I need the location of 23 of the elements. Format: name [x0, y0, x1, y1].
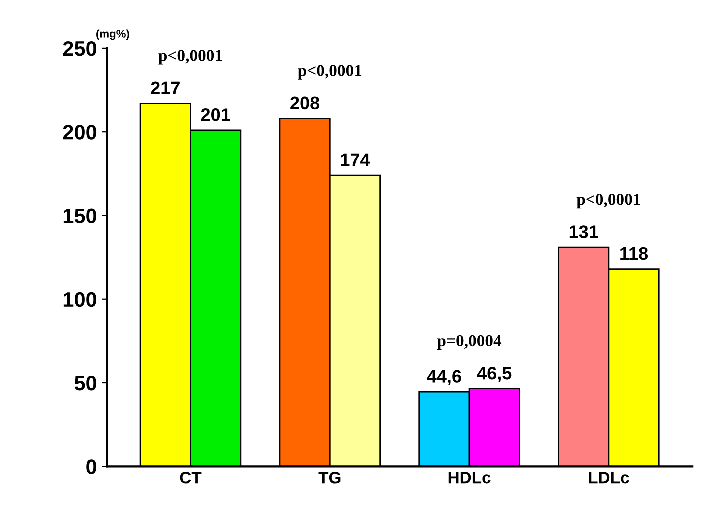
- y-tick-label: 200: [63, 125, 97, 140]
- x-tick-label: LDLc: [589, 472, 630, 484]
- data-label: 174: [341, 154, 370, 166]
- data-label: 217: [151, 82, 180, 94]
- annotation: p=0,0004: [437, 335, 502, 350]
- x-tick-label: TG: [318, 472, 341, 484]
- y-tick-label: 100: [64, 292, 97, 308]
- y-tick-label: 150: [64, 208, 97, 224]
- annotation: p<0,0001: [576, 194, 640, 209]
- data-label: 208: [290, 96, 320, 110]
- y-tick-label: 50: [74, 376, 97, 391]
- annotation: p<0,0001: [158, 50, 222, 65]
- annotation: p<0,0001: [298, 65, 362, 80]
- x-tick-label: CT: [180, 472, 202, 484]
- y-tick-label: 250: [63, 41, 97, 56]
- data-label: 46,5: [477, 366, 512, 382]
- y-tick-label: 0: [86, 460, 97, 474]
- x-tick-label: HDLc: [448, 472, 491, 484]
- data-label: 131: [570, 226, 598, 238]
- data-label: 44,6: [427, 370, 462, 386]
- data-label: 201: [201, 108, 230, 122]
- y-axis-title: (mg%): [96, 30, 130, 40]
- data-label: 118: [620, 247, 648, 260]
